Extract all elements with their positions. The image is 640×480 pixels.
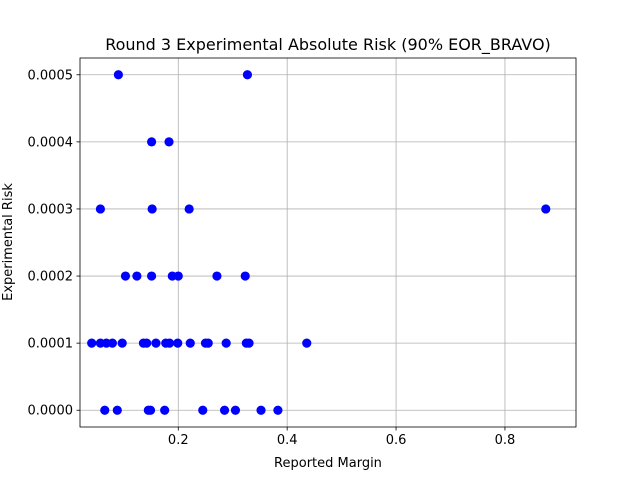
data-point: [132, 271, 142, 281]
x-axis-ticks: 0.2 0.4 0.6 0.8: [168, 427, 515, 448]
data-point: [173, 271, 183, 281]
grid-lines: [80, 58, 576, 427]
data-point: [160, 405, 170, 415]
data-point: [145, 405, 156, 415]
data-point: [112, 405, 122, 415]
y-tick-label: 0.0001: [28, 337, 74, 352]
x-tick-label: 0.8: [495, 433, 516, 448]
data-point: [198, 405, 208, 415]
y-tick-label: 0.0005: [28, 68, 74, 83]
data-point: [120, 271, 131, 281]
data-point: [100, 405, 110, 415]
data-point: [219, 405, 230, 415]
data-point: [117, 338, 127, 348]
data-points: [87, 70, 551, 415]
data-point: [256, 405, 266, 415]
x-tick-label: 0.4: [277, 433, 298, 448]
y-tick-label: 0.0002: [28, 270, 74, 285]
data-point: [146, 137, 157, 147]
plot-area: [80, 58, 576, 427]
data-point: [221, 338, 231, 348]
plot-frame: [79, 57, 577, 428]
data-point: [146, 271, 157, 281]
data-point: [240, 271, 250, 281]
x-tick-label: 0.2: [168, 433, 189, 448]
y-axis-label: Experimental Risk: [1, 183, 16, 301]
y-axis-ticks: 0.0000 0.0001 0.0002 0.0003 0.0004 0.0005: [28, 68, 80, 419]
chart-title: Round 3 Experimental Absolute Risk (90% …: [105, 35, 551, 55]
x-axis-label: Reported Margin: [274, 456, 382, 471]
data-point: [212, 271, 222, 281]
y-tick-label: 0.0004: [28, 135, 74, 150]
data-point: [244, 338, 254, 348]
x-tick-label: 0.6: [386, 433, 407, 448]
data-point: [164, 137, 174, 147]
data-point: [147, 204, 157, 214]
data-point: [107, 338, 117, 348]
data-point: [184, 204, 194, 214]
data-point: [242, 70, 253, 80]
data-point: [185, 338, 195, 348]
y-tick-label: 0.0000: [28, 404, 74, 419]
data-point: [151, 338, 161, 348]
data-point: [230, 405, 241, 415]
data-point: [173, 338, 183, 348]
data-point: [142, 338, 152, 348]
data-point: [302, 338, 312, 348]
data-point: [87, 338, 97, 348]
data-point: [541, 204, 551, 214]
data-point: [113, 70, 123, 80]
y-tick-label: 0.0003: [28, 202, 74, 217]
data-point: [203, 338, 213, 348]
data-point: [95, 204, 106, 214]
data-point: [273, 405, 283, 415]
data-point: [164, 338, 175, 348]
